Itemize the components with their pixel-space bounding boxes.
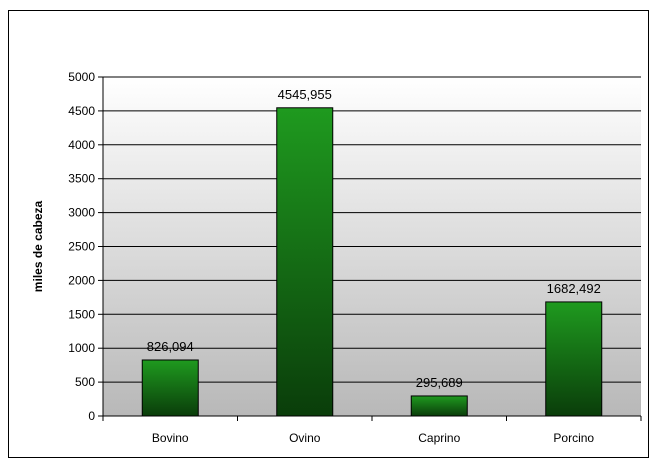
y-tick-label: 4000: [68, 138, 95, 152]
data-label: 826,094: [147, 339, 194, 354]
bar-ovino: [276, 107, 334, 417]
y-tick-label: 3000: [68, 206, 95, 220]
data-label: 1682,492: [547, 281, 601, 296]
y-axis-label: miles de cabeza: [31, 200, 45, 292]
y-tick-label: 2500: [68, 240, 95, 254]
y-tick-label: 4500: [68, 104, 95, 118]
x-tick-label: Porcino: [553, 431, 594, 445]
y-tick-label: 1500: [68, 307, 95, 321]
y-tick-label: 3500: [68, 172, 95, 186]
data-label: 295,689: [416, 375, 463, 390]
bars: [141, 107, 603, 417]
x-tick-label: Caprino: [418, 431, 460, 445]
x-tick-label: Bovino: [152, 431, 189, 445]
x-tick-label: Ovino: [289, 431, 321, 445]
data-label: 4545,955: [278, 87, 332, 102]
y-tick-label: 1000: [68, 341, 95, 355]
bar-bovino: [141, 359, 199, 417]
bar-caprino: [410, 395, 468, 417]
y-tick-label: 0: [88, 409, 95, 423]
y-tick-label: 5000: [68, 70, 95, 84]
axes: [98, 76, 642, 421]
tick-labels: 0 500 1000 1500 2000 2500 3000 3500 4000 4500 5000…: [68, 70, 594, 445]
data-labels: 826,094 4545,955 295,689 1682,492: [147, 87, 601, 390]
y-tick-label: 500: [75, 375, 95, 389]
bar-porcino: [545, 301, 603, 417]
y-tick-label: 2000: [68, 273, 95, 287]
